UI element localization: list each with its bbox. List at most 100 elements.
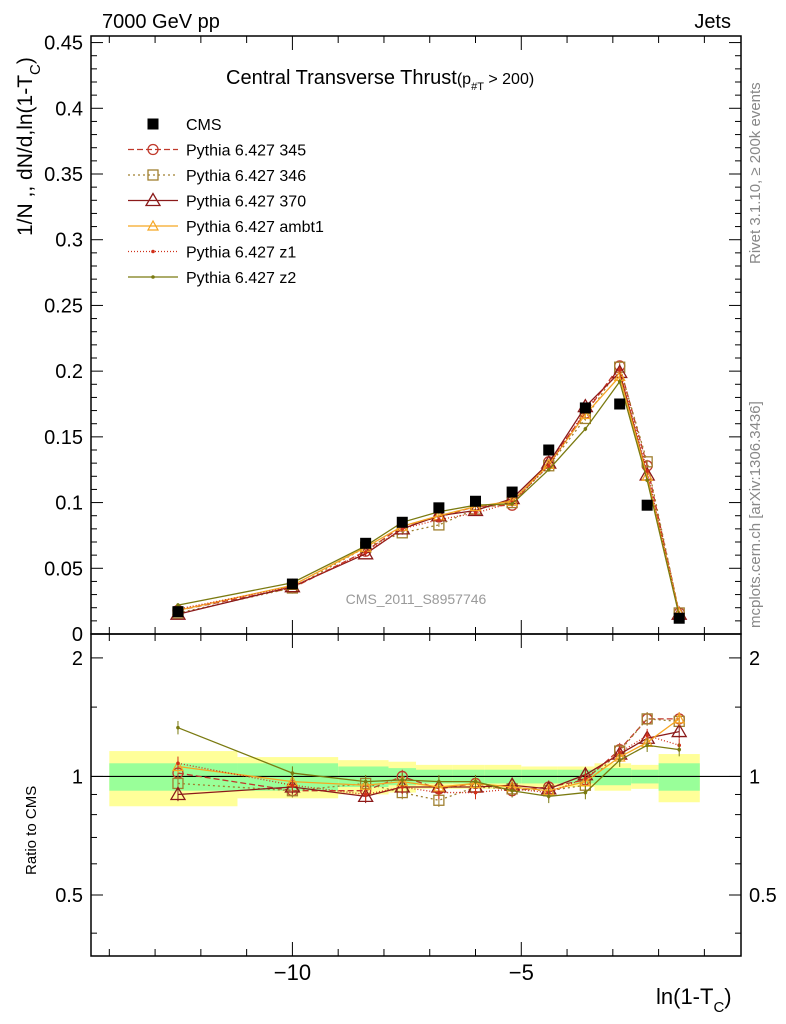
point-marker — [579, 408, 592, 420]
ratio-tick-label: 1 — [72, 766, 83, 788]
x-tick-label: −5 — [509, 960, 534, 985]
y-tick-label: 0.05 — [44, 558, 83, 580]
y-tick-label: 0.35 — [44, 164, 83, 186]
point-marker — [617, 379, 622, 384]
point-marker — [579, 775, 592, 787]
ratio-tick-label: 2 — [749, 648, 760, 670]
cms-point — [147, 118, 159, 130]
point-marker — [437, 779, 441, 784]
x-axis-label: ln(1-TC) — [656, 984, 732, 1016]
ratio-line — [177, 727, 680, 798]
point-marker — [176, 603, 180, 607]
cms-point — [614, 398, 626, 410]
y-tick-label: 0.1 — [55, 493, 83, 515]
ratio-axis-label: Ratio to CMS — [23, 786, 40, 875]
point-marker — [290, 783, 295, 788]
point-marker — [645, 469, 649, 473]
axis-ticks: 0 0.05 0.1 0.15 0.2 0.25 0.3 0.35 0.4 0.45 −10 −5 0.… — [44, 33, 777, 985]
series-line — [177, 368, 680, 615]
point-marker — [645, 743, 649, 748]
y-tick-label: 0.2 — [55, 361, 83, 383]
ratio-line — [177, 734, 680, 796]
point-marker — [363, 779, 368, 784]
point-marker — [645, 478, 649, 483]
point-marker — [437, 790, 441, 795]
cms-point — [579, 402, 591, 414]
cms-uncertainty-bands — [91, 751, 741, 807]
cms-point — [433, 502, 445, 514]
ratio-panel-frame — [90, 633, 742, 957]
point-marker — [510, 502, 514, 506]
y-tick-label: 0.4 — [55, 98, 83, 120]
ratio-line — [177, 718, 680, 792]
chart-title: Central Transverse Thrust(p#T > 200) — [226, 67, 534, 93]
ratio-tick-label: 0.5 — [749, 885, 777, 907]
point-marker — [671, 723, 688, 738]
point-marker — [467, 502, 484, 517]
y-tick-label: 0.15 — [44, 427, 83, 449]
rivet-label: Rivet 3.1.10, ≥ 200k events — [747, 82, 764, 264]
legend-label: Pythia 6.427 345 — [186, 143, 306, 160]
point-marker — [144, 192, 162, 207]
ratio-line — [177, 718, 680, 792]
mcplots-label: mcplots.cern.ch [arXiv:1306.3436] — [747, 401, 764, 628]
point-marker — [583, 427, 588, 431]
ratio-tick-label: 0.5 — [55, 885, 83, 907]
point-marker — [400, 527, 405, 531]
ratio-tick-label: 2 — [72, 648, 83, 670]
point-marker — [357, 788, 374, 803]
point-marker — [171, 760, 184, 772]
point-marker — [151, 249, 155, 254]
cms-data — [172, 398, 685, 624]
point-marker — [357, 545, 374, 560]
point-marker — [176, 725, 180, 730]
analysis-watermark: CMS_2011_S8957746 — [346, 591, 487, 607]
point-marker — [546, 463, 551, 468]
series-line — [177, 380, 680, 616]
legend-label: Pythia 6.427 370 — [186, 194, 306, 211]
legend-label: CMS — [186, 117, 222, 134]
y-axis-label: 1/N ,, dN/d,ln(1-TC) — [14, 57, 44, 236]
series-5 — [176, 379, 682, 618]
cms-point — [470, 495, 482, 507]
cms-point — [396, 516, 408, 528]
point-marker — [546, 794, 551, 799]
legend-label: Pythia 6.427 z2 — [186, 270, 296, 287]
header-energy: 7000 GeV pp — [102, 11, 220, 33]
point-marker — [290, 771, 295, 775]
point-marker — [169, 786, 187, 801]
cms-point — [172, 606, 184, 618]
point-marker — [363, 792, 368, 797]
cms-point — [360, 537, 372, 549]
point-marker — [437, 517, 441, 522]
legend-label: Pythia 6.427 ambt1 — [186, 219, 324, 236]
point-marker — [363, 550, 368, 555]
series-line — [177, 375, 680, 614]
point-marker — [151, 275, 155, 279]
point-marker — [510, 788, 514, 793]
series-1 — [172, 361, 685, 619]
point-marker — [400, 778, 405, 782]
cms-point — [543, 444, 555, 456]
point-marker — [473, 779, 478, 784]
cms-point — [286, 578, 298, 590]
point-marker — [641, 713, 653, 725]
point-marker — [146, 219, 160, 231]
ratio-series-5 — [176, 720, 682, 804]
point-marker — [473, 511, 478, 515]
y-tick-label: 0 — [72, 624, 83, 646]
series-3 — [171, 370, 686, 618]
series-2 — [169, 364, 688, 620]
y-tick-label: 0.25 — [44, 295, 83, 317]
y-tick-label: 0.3 — [55, 230, 83, 252]
series-layer — [169, 360, 688, 807]
point-marker — [147, 143, 159, 156]
y-tick-label: 0.45 — [44, 33, 83, 55]
series-4 — [176, 367, 682, 617]
point-marker — [400, 785, 405, 789]
legend: CMS Pythia 6.427 345 Pythia 6.427 346 Pythi… — [128, 117, 324, 287]
point-marker — [473, 790, 478, 795]
point-marker — [583, 776, 588, 780]
cms-point — [641, 499, 653, 511]
